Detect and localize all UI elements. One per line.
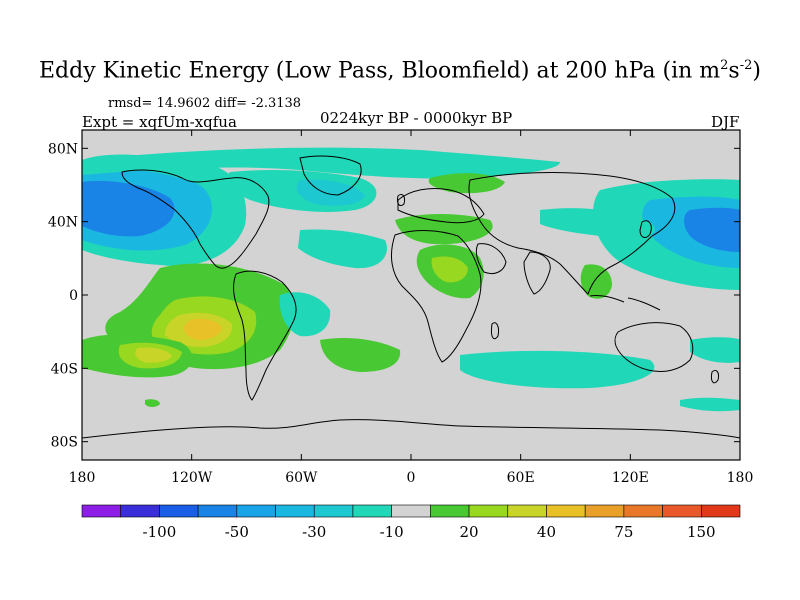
field-arctic-pos bbox=[428, 173, 505, 194]
field-se-asia-pos bbox=[580, 264, 612, 299]
y-tick-label: 80S bbox=[51, 435, 78, 451]
colorbar-label: -50 bbox=[225, 523, 249, 541]
colorbar-swatch bbox=[197, 504, 238, 518]
colorbar-label: 40 bbox=[537, 523, 556, 541]
field-small-pos bbox=[145, 399, 160, 407]
x-tick-label: 120E bbox=[612, 470, 649, 486]
y-tick-label: 80N bbox=[48, 141, 78, 157]
x-tick-label: 180 bbox=[69, 470, 96, 486]
colorbar-label: -100 bbox=[143, 523, 177, 541]
season-label: DJF bbox=[711, 113, 740, 131]
colorbar-label: -10 bbox=[380, 523, 404, 541]
colorbar-swatch bbox=[700, 504, 741, 518]
field-siberia bbox=[540, 208, 655, 239]
colorbar-swatch bbox=[275, 504, 315, 518]
stats-text: rmsd= 14.9602 diff= -2.3138 bbox=[108, 96, 302, 111]
field-e-pacific-pos4 bbox=[184, 318, 222, 340]
colorbar-swatch bbox=[352, 504, 392, 518]
colorbar bbox=[81, 504, 741, 518]
coastlines bbox=[82, 155, 740, 439]
y-tick-label: 40N bbox=[48, 215, 78, 231]
colorbar-swatch bbox=[391, 504, 431, 518]
anomaly-field bbox=[82, 147, 740, 412]
colorbar-swatch bbox=[81, 504, 122, 518]
y-tick-label: 0 bbox=[69, 288, 78, 304]
colorbar-labels: -100 -50 -30 -10 20 40 75 150 bbox=[143, 523, 716, 541]
axis-ticks bbox=[81, 130, 741, 460]
field-arctic bbox=[82, 147, 560, 179]
colorbar-label: 20 bbox=[460, 523, 479, 541]
colorbar-swatch bbox=[623, 504, 663, 518]
colorbar-swatch bbox=[120, 504, 160, 518]
colorbar-swatch bbox=[468, 504, 509, 518]
chart-title: Eddy Kinetic Energy (Low Pass, Bloomfiel… bbox=[39, 58, 761, 84]
field-mid-atlantic bbox=[298, 229, 387, 269]
colorbar-swatch bbox=[430, 504, 470, 518]
field-far-south-neg bbox=[680, 397, 740, 412]
x-tick-label: 60E bbox=[507, 470, 535, 486]
x-tick-label: 120W bbox=[171, 470, 213, 486]
colorbar-swatch bbox=[159, 504, 199, 518]
y-tick-label: 40S bbox=[51, 361, 78, 377]
colorbar-swatch bbox=[546, 504, 586, 518]
colorbar-label: 75 bbox=[614, 523, 633, 541]
x-tick-label: 0 bbox=[407, 470, 416, 486]
colorbar-label: 150 bbox=[687, 523, 716, 541]
field-africa-core bbox=[431, 256, 468, 283]
colorbar-swatch bbox=[313, 504, 354, 518]
experiment-label: Expt = xqfUm-xqfua bbox=[82, 113, 237, 131]
x-tick-label: 60W bbox=[285, 470, 318, 486]
field-sw-pacific-neg bbox=[690, 337, 740, 363]
colorbar-label: -30 bbox=[302, 523, 326, 541]
field-s-atlantic-pos bbox=[320, 338, 401, 372]
x-axis-labels: 180 120W 60W 0 60E 120E 180 bbox=[69, 470, 754, 486]
colorbar-swatch bbox=[236, 504, 276, 518]
field-n-pacific-east-deep bbox=[684, 207, 740, 252]
field-s-america-neg bbox=[279, 292, 331, 337]
y-axis-labels: 80N 40N 0 40S 80S bbox=[48, 141, 78, 450]
colorbar-swatch bbox=[507, 504, 547, 518]
colorbar-swatch bbox=[584, 504, 625, 518]
field-n-pacific-west-deep bbox=[82, 180, 175, 237]
colorbar-swatch bbox=[662, 504, 702, 518]
field-s-pacific-core bbox=[135, 347, 172, 363]
period-label: 0224kyr BP - 0000kyr BP bbox=[320, 109, 513, 127]
field-indian-neg bbox=[460, 350, 655, 389]
x-tick-label: 180 bbox=[727, 470, 754, 486]
